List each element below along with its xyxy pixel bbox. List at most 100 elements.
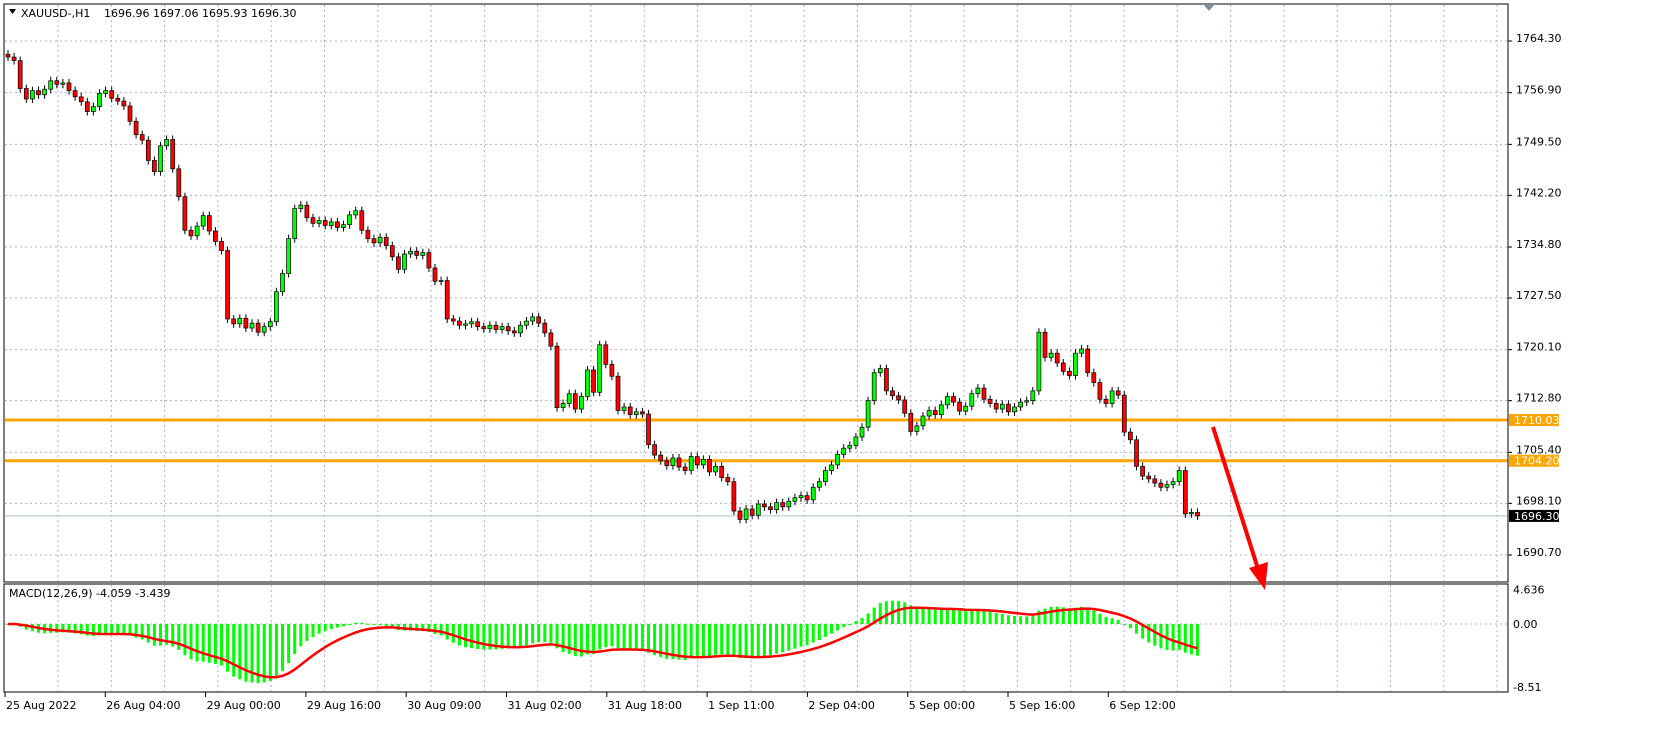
bear-candle — [176, 168, 182, 198]
macd-histogram-bar — [830, 624, 833, 634]
time-tick-label: 5 Sep 16:00 — [1009, 699, 1075, 712]
bull-candle — [914, 425, 920, 432]
macd-histogram-bar — [1061, 607, 1065, 624]
bull-candle — [524, 320, 529, 326]
bear-candle — [133, 120, 139, 135]
macd-histogram-bar — [689, 624, 693, 659]
macd-histogram-bar — [500, 624, 504, 649]
bear-candle — [505, 326, 511, 332]
macd-histogram-bar — [122, 624, 126, 635]
macd-histogram-bar — [653, 624, 657, 656]
bull-candle — [1048, 352, 1054, 358]
macd-histogram-bar — [1110, 618, 1114, 624]
macd-histogram-bar — [726, 624, 730, 655]
bull-candle — [774, 502, 779, 510]
time-tick-label: 29 Aug 16:00 — [307, 699, 381, 712]
macd-histogram-bar — [256, 624, 260, 684]
bear-candle — [72, 90, 78, 98]
macd-panel — [6, 600, 1199, 684]
level-price-label: 1710.03 — [1514, 414, 1560, 427]
bear-candle — [676, 457, 682, 468]
macd-histogram-bar — [1104, 616, 1108, 624]
bull-candle — [633, 411, 639, 415]
bull-candle — [1036, 331, 1042, 392]
bear-candle — [444, 280, 450, 320]
macd-histogram-bar — [915, 607, 919, 624]
macd-histogram-bar — [159, 624, 162, 646]
macd-histogram-bar — [872, 607, 876, 624]
macd-histogram-bar — [994, 613, 998, 624]
macd-histogram-bar — [720, 624, 724, 655]
bear-candle — [310, 217, 316, 224]
macd-histogram-bar — [91, 624, 95, 637]
bear-candle — [1195, 512, 1200, 517]
macd-histogram-bar — [708, 624, 711, 656]
macd-histogram-bar — [55, 624, 59, 633]
bull-candle — [158, 145, 163, 172]
macd-histogram-bar — [488, 624, 492, 650]
macd-histogram-bar — [110, 624, 114, 635]
bear-candle — [615, 375, 621, 411]
macd-histogram-bar — [354, 622, 358, 624]
bull-candle — [853, 436, 859, 446]
bull-candle — [926, 410, 932, 417]
bull-candle — [670, 457, 676, 466]
macd-histogram-bar — [1080, 606, 1084, 624]
bear-candle — [932, 410, 938, 415]
chart-shift-marker-icon[interactable] — [1203, 4, 1215, 11]
bear-candle — [1097, 382, 1103, 400]
bear-candle — [426, 252, 432, 269]
macd-histogram-bar — [281, 624, 284, 671]
bull-candle — [877, 368, 883, 374]
bull-candle — [920, 415, 926, 427]
macd-histogram-bar — [201, 624, 205, 662]
price-axis: 1764.30 1756.90 1749.50 1742.20 1734.80 1727.… — [1508, 32, 1562, 694]
macd-histogram-bar — [1055, 606, 1059, 624]
bear-candle — [414, 250, 420, 256]
price-tick-label: 1690.70 — [1516, 546, 1562, 559]
bear-candle — [627, 406, 633, 415]
macd-histogram-bar — [1006, 615, 1010, 624]
macd-histogram-bar — [634, 624, 638, 651]
macd-histogram-bar — [976, 610, 980, 624]
bear-candle — [993, 403, 999, 410]
bull-candle — [1170, 481, 1176, 485]
dropdown-triangle-icon[interactable] — [9, 9, 16, 14]
bear-candle — [725, 477, 731, 483]
bear-candle — [542, 322, 548, 334]
bear-candle — [109, 90, 115, 99]
bear-candle — [762, 503, 767, 508]
macd-histogram-bar — [604, 624, 608, 648]
macd-histogram-bar — [262, 624, 266, 683]
bear-candle — [719, 465, 725, 478]
macd-histogram-bar — [848, 624, 852, 625]
bear-candle — [54, 80, 60, 85]
macd-histogram-bar — [701, 624, 705, 657]
time-axis: 25 Aug 2022 26 Aug 04:00 29 Aug 00:00 29 Au… — [4, 692, 1176, 712]
macd-histogram-bar — [610, 624, 614, 647]
macd-histogram-bar — [1031, 615, 1035, 624]
macd-histogram-bar — [744, 624, 748, 659]
level-lines[interactable]: 1710.03 1704.20 1696.30 — [5, 414, 1560, 523]
macd-histogram-bar — [49, 624, 53, 633]
bear-candle — [1054, 352, 1060, 364]
bear-candle — [1158, 482, 1164, 488]
macd-histogram-bar — [128, 624, 132, 636]
bear-candle — [371, 238, 377, 244]
macd-histogram-bar — [793, 624, 797, 649]
bull-candle — [292, 208, 298, 239]
price-tick-label: 1756.90 — [1516, 84, 1562, 97]
time-tick-label: 2 Sep 04:00 — [808, 699, 874, 712]
bear-candle — [981, 387, 987, 400]
bear-candle — [548, 332, 554, 347]
macd-histogram-bar — [647, 624, 650, 653]
bear-candle — [243, 317, 249, 329]
macd-histogram-bar — [854, 621, 858, 624]
bear-candle — [182, 196, 188, 231]
macd-histogram-bar — [695, 624, 699, 658]
bear-candle — [1067, 370, 1072, 376]
macd-histogram-bar — [518, 624, 522, 647]
macd-histogram-bar — [433, 624, 437, 634]
